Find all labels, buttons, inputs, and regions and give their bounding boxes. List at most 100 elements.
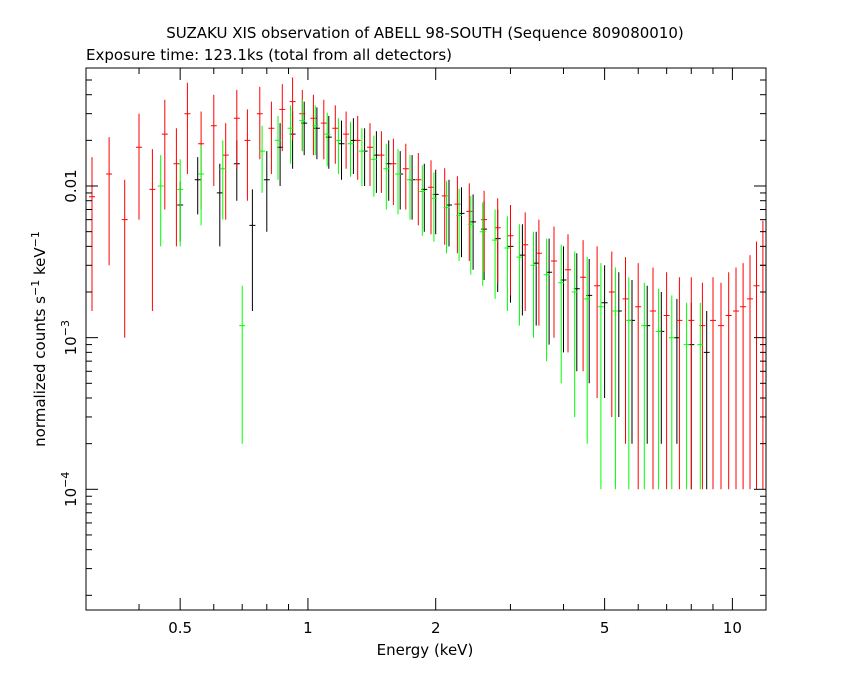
data-point — [530, 231, 537, 338]
data-point — [594, 246, 601, 398]
data-point — [367, 123, 373, 186]
data-point — [456, 188, 463, 261]
y-tick-label: 10−3 — [59, 320, 80, 355]
data-point — [415, 153, 422, 226]
data-point — [725, 272, 732, 490]
y-tick-exponent: −4 — [59, 472, 72, 488]
data-point — [635, 263, 642, 490]
y-tick-base: 10 — [62, 488, 80, 507]
data-point — [597, 263, 604, 490]
data-point — [622, 257, 629, 444]
data-point — [347, 121, 354, 177]
x-tick-label: 10 — [723, 619, 742, 637]
data-point — [747, 255, 753, 490]
data-point — [370, 135, 377, 197]
y-axis-label-sup1: −1 — [29, 280, 42, 296]
data-point — [688, 277, 695, 490]
data-point — [710, 277, 716, 490]
data-point — [580, 240, 587, 372]
data-point — [612, 267, 619, 490]
data-point — [733, 267, 739, 490]
data-point — [358, 128, 365, 186]
y-axis-label-sup2: −1 — [29, 231, 42, 247]
data-point — [676, 277, 683, 490]
data-point — [655, 288, 662, 490]
data-point — [263, 151, 270, 232]
data-point — [663, 272, 670, 490]
data-point — [395, 149, 401, 215]
data-point — [443, 180, 450, 254]
data-point — [759, 220, 766, 490]
data-point — [222, 123, 229, 220]
data-point — [312, 105, 319, 156]
data-point — [533, 231, 540, 326]
chart-subtitle: Exposure time: 123.1ks (total from all d… — [86, 46, 452, 64]
data-point — [157, 155, 164, 247]
data-point — [173, 128, 180, 247]
data-point — [121, 179, 128, 338]
x-tick-label: 0.5 — [168, 619, 192, 637]
data-point — [658, 292, 665, 444]
plot-frame — [85, 67, 767, 611]
data-point — [219, 140, 226, 220]
y-tick-base: 10 — [62, 336, 80, 355]
data-point — [198, 145, 205, 226]
chart-title: SUZAKU XIS observation of ABELL 98-SOUTH… — [166, 24, 684, 42]
data-point — [299, 99, 306, 152]
data-point — [584, 257, 591, 444]
y-axis-label-mid: keV — [31, 247, 49, 280]
data-point — [194, 157, 201, 215]
data-point — [650, 267, 656, 490]
series-1 — [89, 77, 766, 490]
data-point — [239, 285, 246, 444]
data-point — [402, 143, 409, 210]
data-point — [419, 165, 426, 236]
data-point — [558, 244, 565, 384]
data-point — [161, 99, 168, 210]
data-point — [354, 115, 361, 180]
data-point — [320, 99, 327, 160]
y-tick-base: 0.01 — [62, 169, 80, 202]
data-point — [259, 125, 266, 193]
data-point — [256, 86, 263, 160]
data-point — [565, 234, 571, 353]
data-point — [753, 241, 760, 490]
y-tick-label: 10−4 — [59, 472, 80, 507]
data-point — [383, 143, 390, 210]
series-layer — [89, 77, 766, 490]
data-point — [136, 113, 142, 220]
data-point — [522, 212, 529, 311]
data-point — [343, 111, 350, 169]
data-point — [233, 89, 240, 169]
x-tick-label: 5 — [600, 619, 610, 637]
plot-clip-group — [89, 77, 766, 490]
data-point — [551, 226, 557, 338]
data-point — [615, 272, 622, 417]
series-0 — [177, 101, 710, 490]
data-point — [516, 224, 523, 326]
data-point — [287, 105, 294, 164]
y-tick-label: 0.01 — [62, 169, 80, 202]
data-point — [216, 163, 223, 247]
data-point — [571, 251, 578, 417]
data-point — [641, 282, 648, 490]
data-point — [535, 219, 542, 326]
data-point — [683, 302, 690, 490]
data-point — [184, 82, 191, 174]
data-point — [625, 277, 632, 490]
data-point — [644, 285, 651, 444]
data-point — [740, 263, 747, 490]
data-point — [697, 302, 704, 490]
data-point — [275, 115, 281, 180]
data-point — [210, 94, 217, 186]
data-point — [249, 189, 256, 311]
x-axis-label: Energy (keV) — [377, 641, 474, 659]
data-point — [89, 157, 95, 311]
data-point — [244, 109, 251, 201]
data-point — [718, 282, 724, 490]
data-point — [543, 238, 550, 362]
x-tick-label: 1 — [303, 619, 313, 637]
data-point — [467, 195, 474, 275]
data-point — [492, 209, 499, 299]
